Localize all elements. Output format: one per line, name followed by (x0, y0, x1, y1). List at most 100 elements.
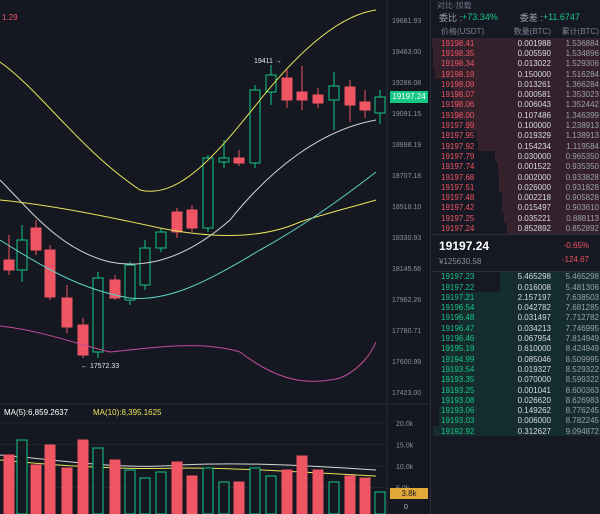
ask-row[interactable]: 19198.07 0.000581 1.353023 (431, 89, 600, 100)
bid-row[interactable]: 19196.46 0.067954 7.814949 (431, 333, 600, 344)
price-change-percent: -0.65% (563, 240, 589, 250)
buy-ratio-value: +73.34% (462, 12, 498, 22)
bid-depth-bar (438, 405, 600, 416)
amount-cell: 0.070000 (517, 375, 551, 385)
bid-row[interactable]: 19192.92 0.312627 9.094872 (431, 426, 600, 437)
candlestick-chart[interactable]: 19681.93 19483.00 19286.08 19091.15 18898.19… (0, 0, 430, 514)
amount-cell: 0.852892 (517, 223, 551, 233)
header-total: 累计(BTC) (561, 26, 599, 36)
price-axis-label: 18898.19 (392, 142, 421, 149)
volume-bar (155, 471, 167, 514)
ask-row[interactable]: 19198.35 0.005590 1.534896 (431, 48, 600, 59)
price-cell: 19197.48 (441, 193, 475, 203)
price-cell: 19198.07 (441, 90, 475, 100)
bid-row[interactable]: 19196.54 0.042782 7.681285 (431, 302, 600, 313)
candle-body (233, 157, 245, 164)
ask-row[interactable]: 19197.68 0.002000 0.933828 (431, 171, 600, 183)
candle-body (359, 101, 371, 111)
price-cell: 19192.92 (441, 426, 475, 436)
volume-bar (61, 467, 73, 514)
amount-cell: 0.013022 (517, 59, 551, 69)
price-axis-label: 17780.71 (392, 328, 421, 335)
bid-row[interactable]: 19194.99 0.085046 8.509995 (431, 354, 600, 365)
price-cell: 19197.92 (441, 141, 475, 151)
bid-row[interactable]: 19195.19 0.610000 8.424949 (431, 343, 600, 355)
ma-line-white (0, 119, 377, 265)
bid-row[interactable]: 19193.03 0.006000 8.782245 (431, 415, 600, 427)
orderbook-top-cut: 对比·加载 (437, 1, 472, 10)
candle-body (139, 247, 151, 286)
bid-row[interactable]: 19196.47 0.034213 7.746995 (431, 323, 600, 334)
price-cell: 19198.06 (441, 100, 475, 110)
ask-depth-bar (498, 161, 600, 172)
ask-depth-bar (503, 213, 600, 224)
ask-row[interactable]: 19198.18 0.150000 1.516284 (431, 68, 600, 80)
ask-row[interactable]: 19197.95 0.019329 1.138913 (431, 130, 600, 141)
ask-row[interactable]: 19197.79 0.030000 0.965350 (431, 151, 600, 162)
ask-row[interactable]: 19197.25 0.035221 0.888113 (431, 213, 600, 224)
bid-row[interactable]: 19197.22 0.016008 5.481306 (431, 281, 600, 293)
ask-row[interactable]: 19198.09 0.013261 1.366284 (431, 79, 600, 90)
total-cell: 1.534896 (565, 48, 599, 58)
bid-row[interactable]: 19193.25 0.001041 8.600363 (431, 384, 600, 396)
ask-depth-bar (476, 130, 600, 141)
price-cell: 19196.54 (441, 303, 475, 313)
price-cell: 19198.34 (441, 59, 475, 69)
candle-body (218, 157, 230, 163)
ask-row[interactable]: 19198.41 0.001988 1.536884 (431, 38, 600, 49)
ask-row[interactable]: 19197.48 0.002218 0.905828 (431, 192, 600, 203)
price-cell: 19195.19 (441, 344, 475, 354)
bid-row[interactable]: 19197.23 5.465298 5.465298 (431, 271, 600, 282)
ask-row[interactable]: 19197.99 0.100000 1.238913 (431, 120, 600, 131)
bid-row[interactable]: 19197.21 2.157197 7.638503 (431, 292, 600, 303)
amount-cell: 0.001988 (517, 38, 551, 48)
price-axis-label: 19286.08 (392, 80, 421, 87)
price-cell: 19197.24 (441, 223, 475, 233)
bid-row[interactable]: 19193.06 0.149262 8.776245 (431, 405, 600, 416)
price-cell: 19198.18 (441, 69, 475, 79)
price-axis-label: 19483.00 (392, 49, 421, 56)
amount-cell: 0.005590 (517, 48, 551, 58)
candles-group (3, 65, 386, 358)
volume-bar (218, 481, 230, 514)
candle-body (61, 297, 73, 328)
amount-cell: 0.154234 (517, 141, 551, 151)
total-cell: 8.782245 (565, 416, 599, 426)
total-cell: 1.529306 (565, 59, 599, 69)
bid-depth-bar (432, 426, 600, 437)
ask-row[interactable]: 19197.74 0.001522 0.935350 (431, 161, 600, 172)
ask-row[interactable]: 19197.51 0.026000 0.931828 (431, 182, 600, 193)
amount-cell: 0.149262 (517, 406, 551, 416)
candle-body (249, 89, 261, 164)
ask-depth-bar (495, 151, 600, 162)
diff-value: +11.6747 (542, 12, 580, 22)
amount-cell: 0.031497 (517, 313, 551, 323)
candle-body (124, 264, 136, 301)
ask-row[interactable]: 19197.92 0.154234 1.119584 (431, 140, 600, 152)
bid-row[interactable]: 19196.48 0.031497 7.712782 (431, 312, 600, 324)
ask-row[interactable]: 19198.00 0.107486 1.346399 (431, 110, 600, 121)
amount-cell: 0.107486 (517, 110, 551, 120)
volume-bar (374, 491, 386, 514)
bid-row[interactable]: 19193.54 0.019327 8.529322 (431, 364, 600, 375)
bid-depth-bar (500, 271, 600, 282)
bid-row[interactable]: 19193.08 0.026620 8.626983 (431, 395, 600, 406)
total-cell: 0.852892 (565, 223, 599, 233)
price-axis-label: 18330.93 (392, 235, 421, 242)
volume-bar (139, 477, 151, 514)
price-axis-label: 19681.93 (392, 18, 421, 25)
price-cell: 19193.08 (441, 395, 475, 405)
bid-row[interactable]: 19193.35 0.070000 8.599322 (431, 374, 600, 385)
volume-bar (124, 469, 136, 514)
ask-row[interactable]: 19198.34 0.013022 1.529306 (431, 58, 600, 69)
total-cell: 1.238913 (565, 121, 599, 131)
price-cell: 19197.99 (441, 121, 475, 131)
candle-body (171, 211, 183, 233)
ask-row[interactable]: 19197.24 0.852892 0.852892 (431, 223, 600, 234)
ask-row[interactable]: 19197.42 0.015497 0.903610 (431, 202, 600, 214)
header-amount: 数量(BTC) (513, 26, 551, 36)
price-axis-label: 17600.99 (392, 359, 421, 366)
price-cell: 19196.48 (441, 313, 475, 323)
amount-cell: 5.465298 (517, 272, 551, 282)
ask-row[interactable]: 19198.06 0.006043 1.352442 (431, 99, 600, 111)
